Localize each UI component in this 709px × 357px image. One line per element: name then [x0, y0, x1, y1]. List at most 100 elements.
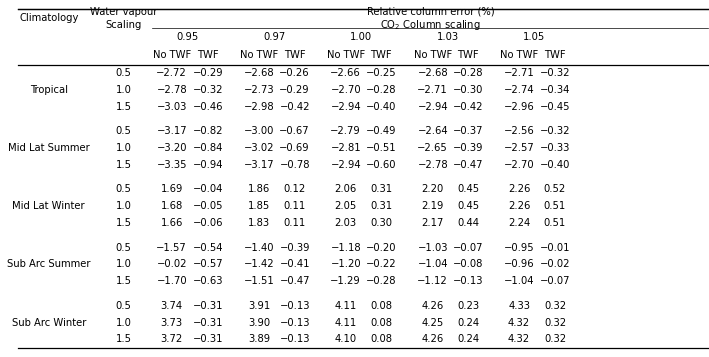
- Text: 1.0: 1.0: [116, 318, 131, 328]
- Text: −2.65: −2.65: [418, 143, 448, 153]
- Text: −0.31: −0.31: [193, 318, 223, 328]
- Text: −0.63: −0.63: [193, 276, 223, 286]
- Text: −1.18: −1.18: [330, 243, 361, 253]
- Text: −2.96: −2.96: [503, 102, 535, 112]
- Text: −2.79: −2.79: [330, 126, 361, 136]
- Text: 0.52: 0.52: [544, 185, 566, 195]
- Text: −2.73: −2.73: [244, 85, 274, 95]
- Text: −0.31: −0.31: [193, 301, 223, 311]
- Text: −0.96: −0.96: [504, 260, 535, 270]
- Text: −0.84: −0.84: [193, 143, 223, 153]
- Text: −2.56: −2.56: [503, 126, 535, 136]
- Text: −0.13: −0.13: [279, 335, 310, 345]
- Text: 4.11: 4.11: [335, 301, 357, 311]
- Text: No TWF: No TWF: [327, 50, 365, 60]
- Text: −0.25: −0.25: [366, 68, 396, 78]
- Text: 3.72: 3.72: [161, 335, 183, 345]
- Text: −3.02: −3.02: [244, 143, 274, 153]
- Text: −0.02: −0.02: [157, 260, 187, 270]
- Text: 1.0: 1.0: [116, 143, 131, 153]
- Text: −0.78: −0.78: [279, 160, 310, 170]
- Text: 1.05: 1.05: [523, 32, 545, 42]
- Text: −0.82: −0.82: [193, 126, 223, 136]
- Text: 1.85: 1.85: [248, 201, 271, 211]
- Text: −0.51: −0.51: [366, 143, 396, 153]
- Text: 2.17: 2.17: [422, 218, 444, 228]
- Text: Mid Lat Winter: Mid Lat Winter: [13, 201, 85, 211]
- Text: −1.04: −1.04: [418, 260, 448, 270]
- Text: 2.26: 2.26: [508, 185, 530, 195]
- Text: 0.32: 0.32: [544, 301, 566, 311]
- Text: 0.51: 0.51: [544, 201, 566, 211]
- Text: 0.30: 0.30: [370, 218, 392, 228]
- Text: −0.49: −0.49: [366, 126, 396, 136]
- Text: 0.97: 0.97: [263, 32, 286, 42]
- Text: 2.24: 2.24: [508, 218, 530, 228]
- Text: −0.39: −0.39: [453, 143, 484, 153]
- Text: Sub Arc Summer: Sub Arc Summer: [7, 260, 91, 270]
- Text: 0.5: 0.5: [116, 243, 131, 253]
- Text: TWF: TWF: [370, 50, 392, 60]
- Text: 1.5: 1.5: [116, 102, 131, 112]
- Text: 3.90: 3.90: [248, 318, 271, 328]
- Text: Water vapour: Water vapour: [90, 7, 157, 17]
- Text: 1.5: 1.5: [116, 218, 131, 228]
- Text: −0.33: −0.33: [540, 143, 570, 153]
- Text: −0.20: −0.20: [366, 243, 396, 253]
- Text: −0.28: −0.28: [366, 276, 396, 286]
- Text: −0.02: −0.02: [540, 260, 570, 270]
- Text: 4.25: 4.25: [422, 318, 444, 328]
- Text: −0.29: −0.29: [193, 68, 223, 78]
- Text: TWF: TWF: [545, 50, 566, 60]
- Text: 4.33: 4.33: [508, 301, 530, 311]
- Text: 2.06: 2.06: [335, 185, 357, 195]
- Text: −0.46: −0.46: [193, 102, 223, 112]
- Text: 0.44: 0.44: [457, 218, 479, 228]
- Text: −0.07: −0.07: [540, 276, 570, 286]
- Text: 1.69: 1.69: [160, 185, 183, 195]
- Text: −2.94: −2.94: [418, 102, 448, 112]
- Text: −2.94: −2.94: [330, 102, 361, 112]
- Text: −2.98: −2.98: [244, 102, 274, 112]
- Text: 0.31: 0.31: [370, 201, 392, 211]
- Text: −2.71: −2.71: [418, 85, 448, 95]
- Text: 4.10: 4.10: [335, 335, 357, 345]
- Text: Sub Arc Winter: Sub Arc Winter: [11, 318, 86, 328]
- Text: −0.04: −0.04: [193, 185, 223, 195]
- Text: −0.08: −0.08: [453, 260, 483, 270]
- Text: −1.42: −1.42: [244, 260, 274, 270]
- Text: −0.37: −0.37: [453, 126, 484, 136]
- Text: −2.57: −2.57: [503, 143, 535, 153]
- Text: −1.04: −1.04: [504, 276, 535, 286]
- Text: −0.47: −0.47: [453, 160, 484, 170]
- Text: −0.34: −0.34: [540, 85, 570, 95]
- Text: 0.11: 0.11: [284, 218, 306, 228]
- Text: 0.08: 0.08: [370, 318, 392, 328]
- Text: 4.32: 4.32: [508, 318, 530, 328]
- Text: −0.13: −0.13: [453, 276, 484, 286]
- Text: −0.30: −0.30: [453, 85, 483, 95]
- Text: −2.66: −2.66: [330, 68, 361, 78]
- Text: 2.05: 2.05: [335, 201, 357, 211]
- Text: −2.81: −2.81: [330, 143, 361, 153]
- Text: 3.74: 3.74: [161, 301, 183, 311]
- Text: 3.73: 3.73: [161, 318, 183, 328]
- Text: 0.5: 0.5: [116, 301, 131, 311]
- Text: 3.91: 3.91: [248, 301, 271, 311]
- Text: −1.03: −1.03: [418, 243, 448, 253]
- Text: −3.17: −3.17: [244, 160, 274, 170]
- Text: 0.08: 0.08: [370, 335, 392, 345]
- Text: −2.78: −2.78: [418, 160, 448, 170]
- Text: 0.12: 0.12: [284, 185, 306, 195]
- Text: 4.26: 4.26: [422, 335, 444, 345]
- Text: Relative column error (%): Relative column error (%): [367, 7, 494, 17]
- Text: 2.03: 2.03: [335, 218, 357, 228]
- Text: −2.68: −2.68: [418, 68, 448, 78]
- Text: 0.5: 0.5: [116, 126, 131, 136]
- Text: 0.5: 0.5: [116, 68, 131, 78]
- Text: CO$_2$ Column scaling: CO$_2$ Column scaling: [380, 18, 481, 32]
- Text: −3.17: −3.17: [157, 126, 187, 136]
- Text: −0.05: −0.05: [193, 201, 223, 211]
- Text: 0.32: 0.32: [544, 318, 566, 328]
- Text: −2.74: −2.74: [504, 85, 535, 95]
